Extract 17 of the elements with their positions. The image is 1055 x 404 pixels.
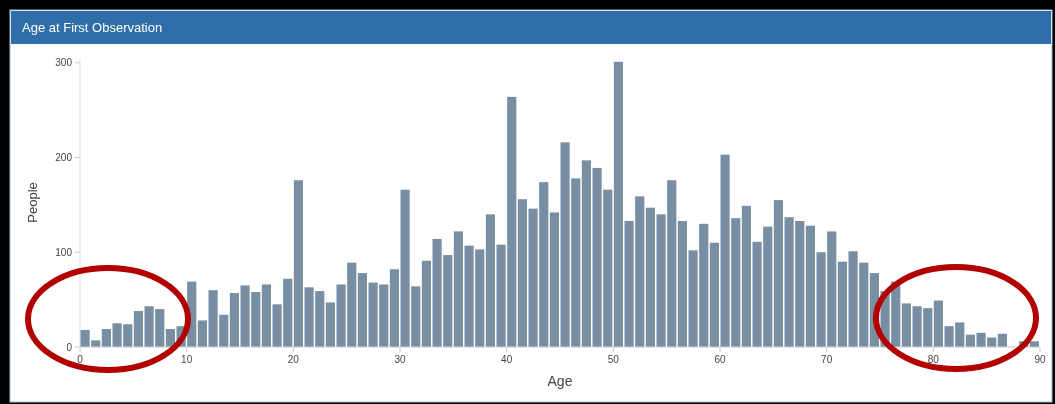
y-tick-label: 300 [55, 57, 73, 69]
x-tick-label: 30 [394, 354, 406, 365]
x-tick-label: 80 [927, 354, 940, 365]
x-tick-label: 70 [821, 354, 833, 365]
y-tick-label: 100 [55, 246, 73, 258]
x-tick-label: 40 [501, 354, 513, 365]
x-tick-label: 90 [1034, 354, 1046, 365]
x-tick-label: 60 [714, 354, 726, 365]
x-tick-label: 20 [287, 354, 300, 365]
x-tick-label: 50 [607, 354, 620, 365]
y-tick-label: 0 [66, 341, 73, 353]
x-axis-title: Age [547, 373, 573, 389]
x-tick-label: 0 [77, 354, 84, 365]
x-tick-label: 10 [181, 354, 193, 365]
chart-title: Age at First Observation [22, 20, 163, 35]
y-axis-title: People [25, 182, 40, 223]
y-tick-label: 200 [55, 151, 73, 163]
